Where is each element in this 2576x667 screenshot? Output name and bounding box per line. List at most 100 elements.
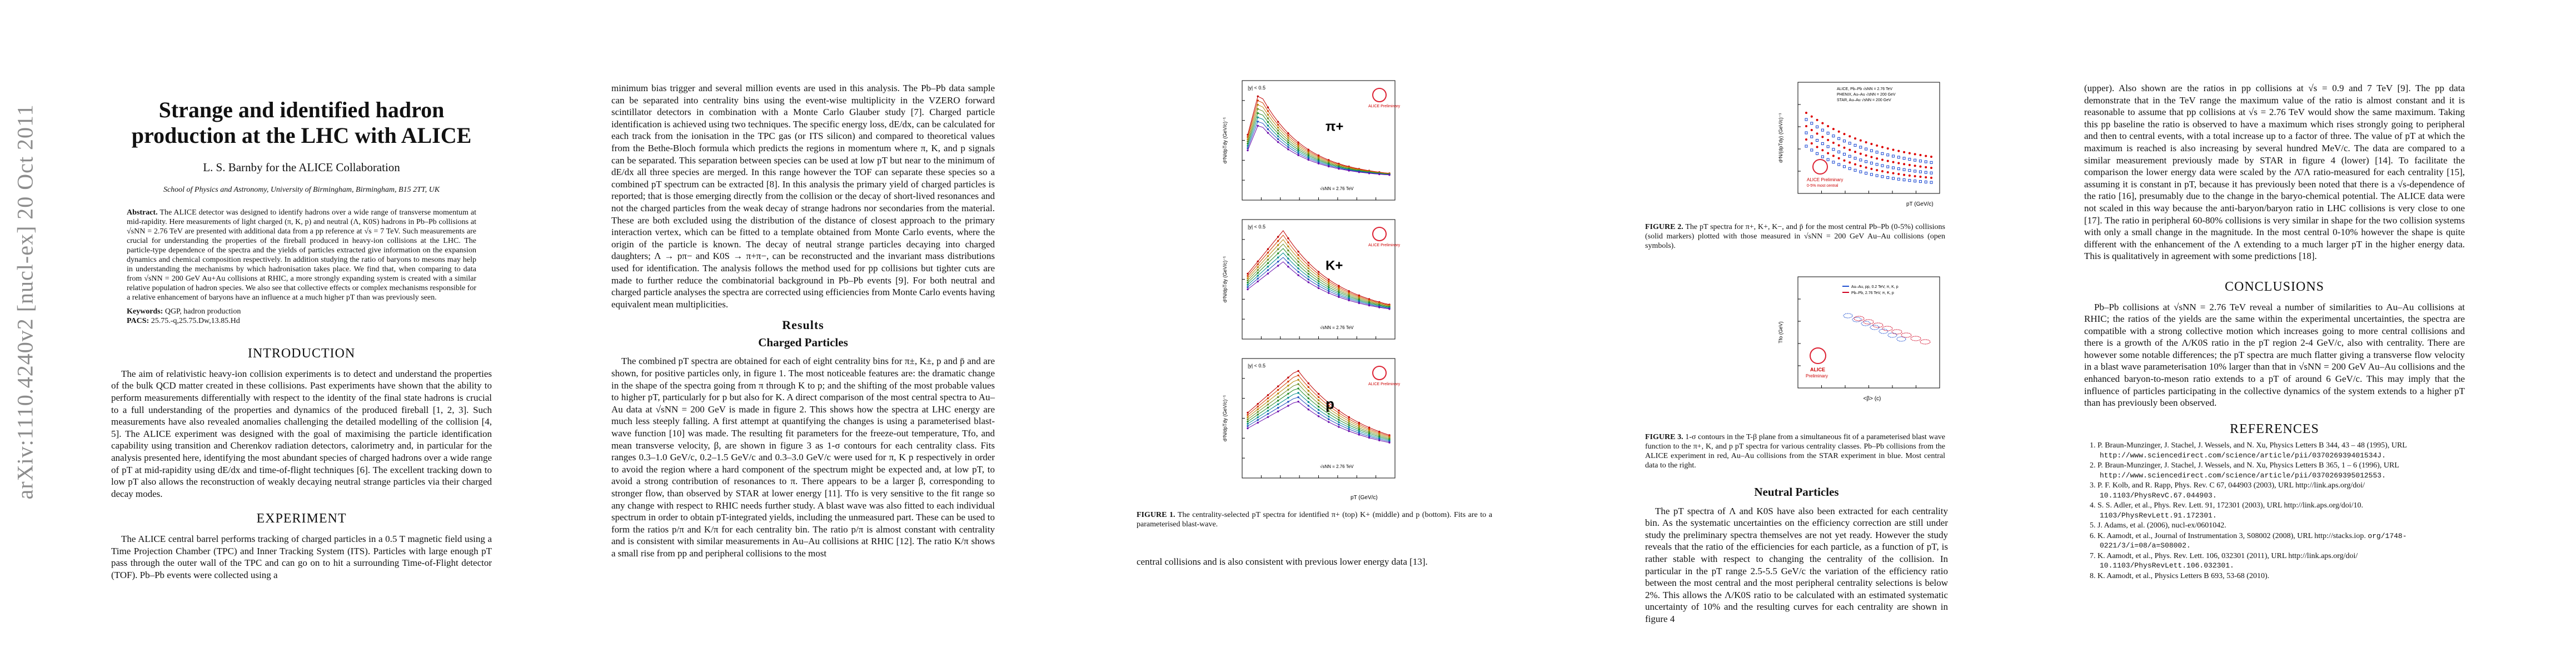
reference-text: K. Aamodt, et al., Journal of Instrument… [2097, 531, 2368, 540]
legend-entry: STAR, Au–Au √sNN = 200 GeV [1837, 98, 1891, 102]
legend-entry: ALICE, Pb–Pb √sNN = 2.76 TeV [1837, 87, 1892, 91]
col5-text-1: (upper). Also shown are the ratios in pp… [2084, 83, 2465, 262]
data-point [1821, 128, 1824, 132]
contour-pbpb [1891, 329, 1902, 335]
reference-number: 4. [2090, 501, 2097, 510]
abstract-text: The ALICE detector was designed to ident… [127, 208, 476, 302]
fit-curve [1247, 243, 1390, 307]
alice-logo [1812, 159, 1828, 175]
reference-url[interactable]: org/1748-0221/3/i=08/a=S08002. [2100, 531, 2407, 550]
data-point [1865, 160, 1868, 163]
x-axis-label: <β> (c) [1864, 396, 1881, 402]
figure-3-caption-label: FIGURE 3. [1645, 433, 1683, 441]
figure-2-caption: FIGURE 2. The pT spectra for π+, K+, K−,… [1645, 222, 1945, 251]
neutral-particles-heading: Neutral Particles [1754, 485, 1839, 499]
contour-auau [1852, 317, 1862, 322]
reference-item: 8. K. Aamodt, et al., Physics Letters B … [2084, 571, 2465, 581]
introduction-heading: INTRODUCTION [247, 346, 356, 361]
reference-number: 1. [2090, 441, 2097, 450]
data-point [1821, 155, 1824, 158]
data-point [1924, 171, 1927, 174]
data-point [1919, 170, 1922, 173]
data-point [1886, 160, 1889, 162]
reference-url[interactable]: 10.1103/PhysRevC.67.044903. [2100, 491, 2217, 500]
data-point [1914, 180, 1917, 183]
data-point [1919, 165, 1922, 168]
data-point [1848, 142, 1851, 145]
data-point [1930, 176, 1932, 179]
reference-url[interactable]: http://www.sciencedirect.com/science/art… [2100, 471, 2386, 480]
data-point [1816, 125, 1819, 128]
figure-1: |y| < 0.5 √sNN = 2.76 TeV π+ ALICE Prelimin… [1220, 78, 1403, 501]
data-point [1908, 169, 1911, 172]
data-point [1881, 175, 1884, 178]
data-point [1832, 148, 1835, 151]
charged-particles-heading: Charged Particles [758, 335, 848, 349]
data-point [1870, 156, 1873, 158]
rapidity-label: |y| < 0.5 [1248, 363, 1265, 369]
data-point [1854, 151, 1857, 153]
data-point [1902, 157, 1906, 160]
data-point [1925, 176, 1927, 178]
reference-number: 5. [2090, 521, 2097, 530]
fit-curve [1247, 388, 1390, 440]
data-point [1843, 159, 1846, 162]
data-point [1886, 165, 1890, 168]
fit-curve [1247, 384, 1390, 439]
reference-text: J. Adams, et al. (2006), nucl-ex/0601042… [2097, 521, 2226, 530]
rapidity-label: |y| < 0.5 [1248, 224, 1265, 230]
data-point [1897, 156, 1900, 159]
data-point [1914, 153, 1916, 156]
figure-3: Au–Au, pp, 0.2 TeV, π, K, p Pb–Pb, 2.76 T… [1776, 272, 1948, 411]
alice-preliminary-label: Preliminary [1806, 374, 1828, 379]
keywords-label: Keywords: [127, 307, 163, 316]
energy-label: √sNN = 2.76 TeV [1320, 186, 1354, 191]
alice-preliminary-label: ALICE Preliminary [1807, 177, 1843, 182]
data-point [1875, 163, 1879, 166]
reference-url[interactable]: 10.1103/PhysRevLett.106.032301. [2100, 561, 2234, 570]
data-point [1842, 152, 1846, 156]
data-point [1859, 146, 1862, 149]
data-point [1805, 118, 1808, 121]
data-point [1810, 135, 1813, 138]
data-point [1805, 131, 1808, 135]
introduction-text: The aim of relativistic heavy-ion collis… [111, 368, 492, 499]
fit-curve [1247, 96, 1390, 174]
rapidity-label: |y| < 0.5 [1248, 85, 1265, 91]
data-point [1843, 133, 1846, 136]
reference-url[interactable]: 1103/PhysRevLett.91.172301. [2100, 511, 2217, 520]
fit-curve [1247, 121, 1390, 175]
particle-label: π+ [1326, 119, 1343, 134]
data-point [1843, 146, 1846, 149]
references-heading: REFERENCES [2230, 421, 2319, 436]
reference-item: 2. P. Braun-Munzinger, J. Stachel, J. We… [2084, 461, 2465, 480]
data-point [1908, 179, 1911, 182]
data-point [1919, 176, 1922, 178]
data-point [1816, 139, 1819, 142]
reference-number: 7. [2090, 551, 2097, 560]
data-point [1859, 139, 1862, 142]
fit-curve [1247, 379, 1390, 438]
x-axis-label: pT (GeV/c) [1906, 201, 1934, 207]
reference-item: 1. P. Braun-Munzinger, J. Stachel, J. We… [2084, 441, 2465, 460]
reference-url[interactable]: http://www.sciencedirect.com/science/art… [2100, 451, 2386, 460]
reference-text: P. Braun-Munzinger, J. Stachel, J. Wesse… [2097, 461, 2399, 470]
affiliation: School of Physics and Astronomy, Univers… [163, 185, 440, 194]
data-point [1919, 160, 1922, 163]
contour-auau [1870, 325, 1880, 330]
pacs: PACS: 25.75.-q,25.75.Dw,13.85.Hd [127, 316, 476, 326]
data-point [1892, 177, 1895, 180]
fit-curve [1247, 125, 1390, 176]
experiment-heading: EXPERIMENT [256, 511, 347, 526]
y-axis-label: d²N/(dpTdy) (GeV/c)⁻¹ [1778, 113, 1783, 162]
data-point [1886, 171, 1889, 173]
data-point [1821, 142, 1824, 145]
figure-3-caption-text: 1-σ contours in the T-β plane from a sim… [1645, 433, 1946, 470]
fit-curve [1247, 100, 1390, 174]
reference-text: K. Aamodt, et al., Phys. Rev. Lett. 106,… [2097, 551, 2358, 560]
data-point [1903, 173, 1906, 176]
y-axis-label: d²N/dpTdy (GeV/c)⁻¹ [1222, 395, 1228, 441]
data-point [1875, 174, 1879, 177]
fit-curve [1247, 239, 1390, 306]
reference-number: 3. [2090, 481, 2097, 490]
